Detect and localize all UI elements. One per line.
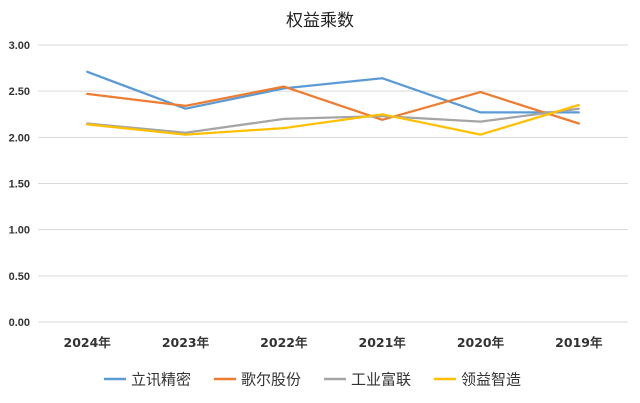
legend-label: 工业富联 xyxy=(351,371,411,389)
chart-title: 权益乘数 xyxy=(286,11,354,31)
legend-label: 歌尔股份 xyxy=(241,371,301,389)
series-lines xyxy=(86,70,580,136)
x-tick-label: 2021年 xyxy=(359,335,407,350)
y-tick-label: 1.50 xyxy=(9,179,30,191)
x-tick-label: 2023年 xyxy=(162,335,210,350)
x-tick-label: 2019年 xyxy=(555,335,603,350)
legend: 立讯精密 歌尔股份 工业富联 领益智造 xyxy=(104,371,521,389)
series-line-3 xyxy=(86,103,580,136)
legend-label: 领益智造 xyxy=(461,371,521,389)
x-tick-label: 2022年 xyxy=(260,335,308,350)
series-line-1 xyxy=(86,85,580,125)
x-tick-label: 2024年 xyxy=(64,335,112,350)
x-tick-label: 2020年 xyxy=(457,335,505,350)
y-tick-label: 1.00 xyxy=(9,225,30,237)
series-line-2 xyxy=(86,107,580,134)
y-axis-ticks: 0.00 0.50 1.00 1.50 2.00 2.50 3.00 xyxy=(9,40,30,329)
series-line-0 xyxy=(86,70,580,114)
x-axis-ticks: 2024年 2023年 2022年 2021年 2020年 2019年 xyxy=(64,335,603,350)
y-tick-label: 3.00 xyxy=(9,40,30,52)
y-tick-label: 2.50 xyxy=(9,86,30,98)
y-tick-label: 2.00 xyxy=(9,132,30,144)
y-tick-label: 0.00 xyxy=(9,317,30,329)
legend-label: 立讯精密 xyxy=(131,371,191,389)
y-tick-label: 0.50 xyxy=(9,271,30,283)
